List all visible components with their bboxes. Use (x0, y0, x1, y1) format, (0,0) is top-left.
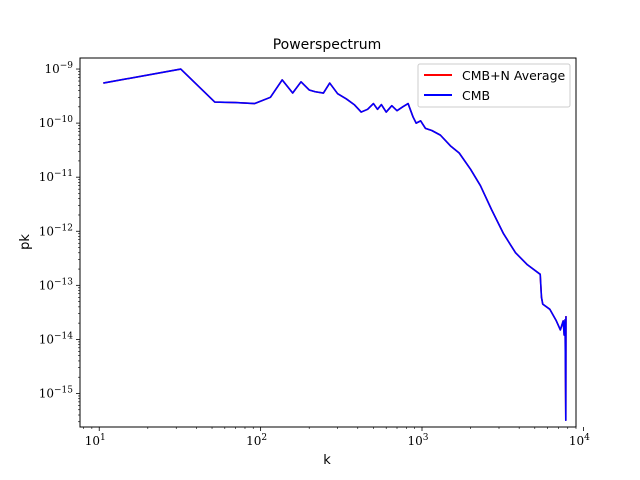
tick-layer: 101 102 103 10410−910−1010−1110−1210−1310−1… (39, 61, 590, 448)
legend-label-cmb: CMB (462, 88, 490, 103)
y-tick-label: 10−11 (39, 169, 73, 184)
plot-area (103, 68, 567, 422)
series-line-cmb (103, 68, 567, 422)
legend: CMB+N Average CMB (417, 63, 571, 108)
legend-box (417, 63, 571, 108)
y-tick-label: 10−15 (39, 385, 74, 400)
axes-frame (79, 57, 577, 428)
y-tick-label: 10−9 (44, 61, 73, 76)
x-axis-label: k (323, 453, 331, 468)
y-tick-label: 10−13 (39, 277, 74, 292)
legend-label-cmb-n-average: CMB+N Average (462, 68, 566, 83)
y-tick-label: 10−10 (39, 115, 74, 130)
y-axis-label: pk (18, 234, 33, 250)
y-tick-label: 10−14 (39, 331, 74, 346)
chart-title: Powerspectrum (273, 37, 382, 53)
y-tick-label: 10−12 (39, 223, 73, 238)
